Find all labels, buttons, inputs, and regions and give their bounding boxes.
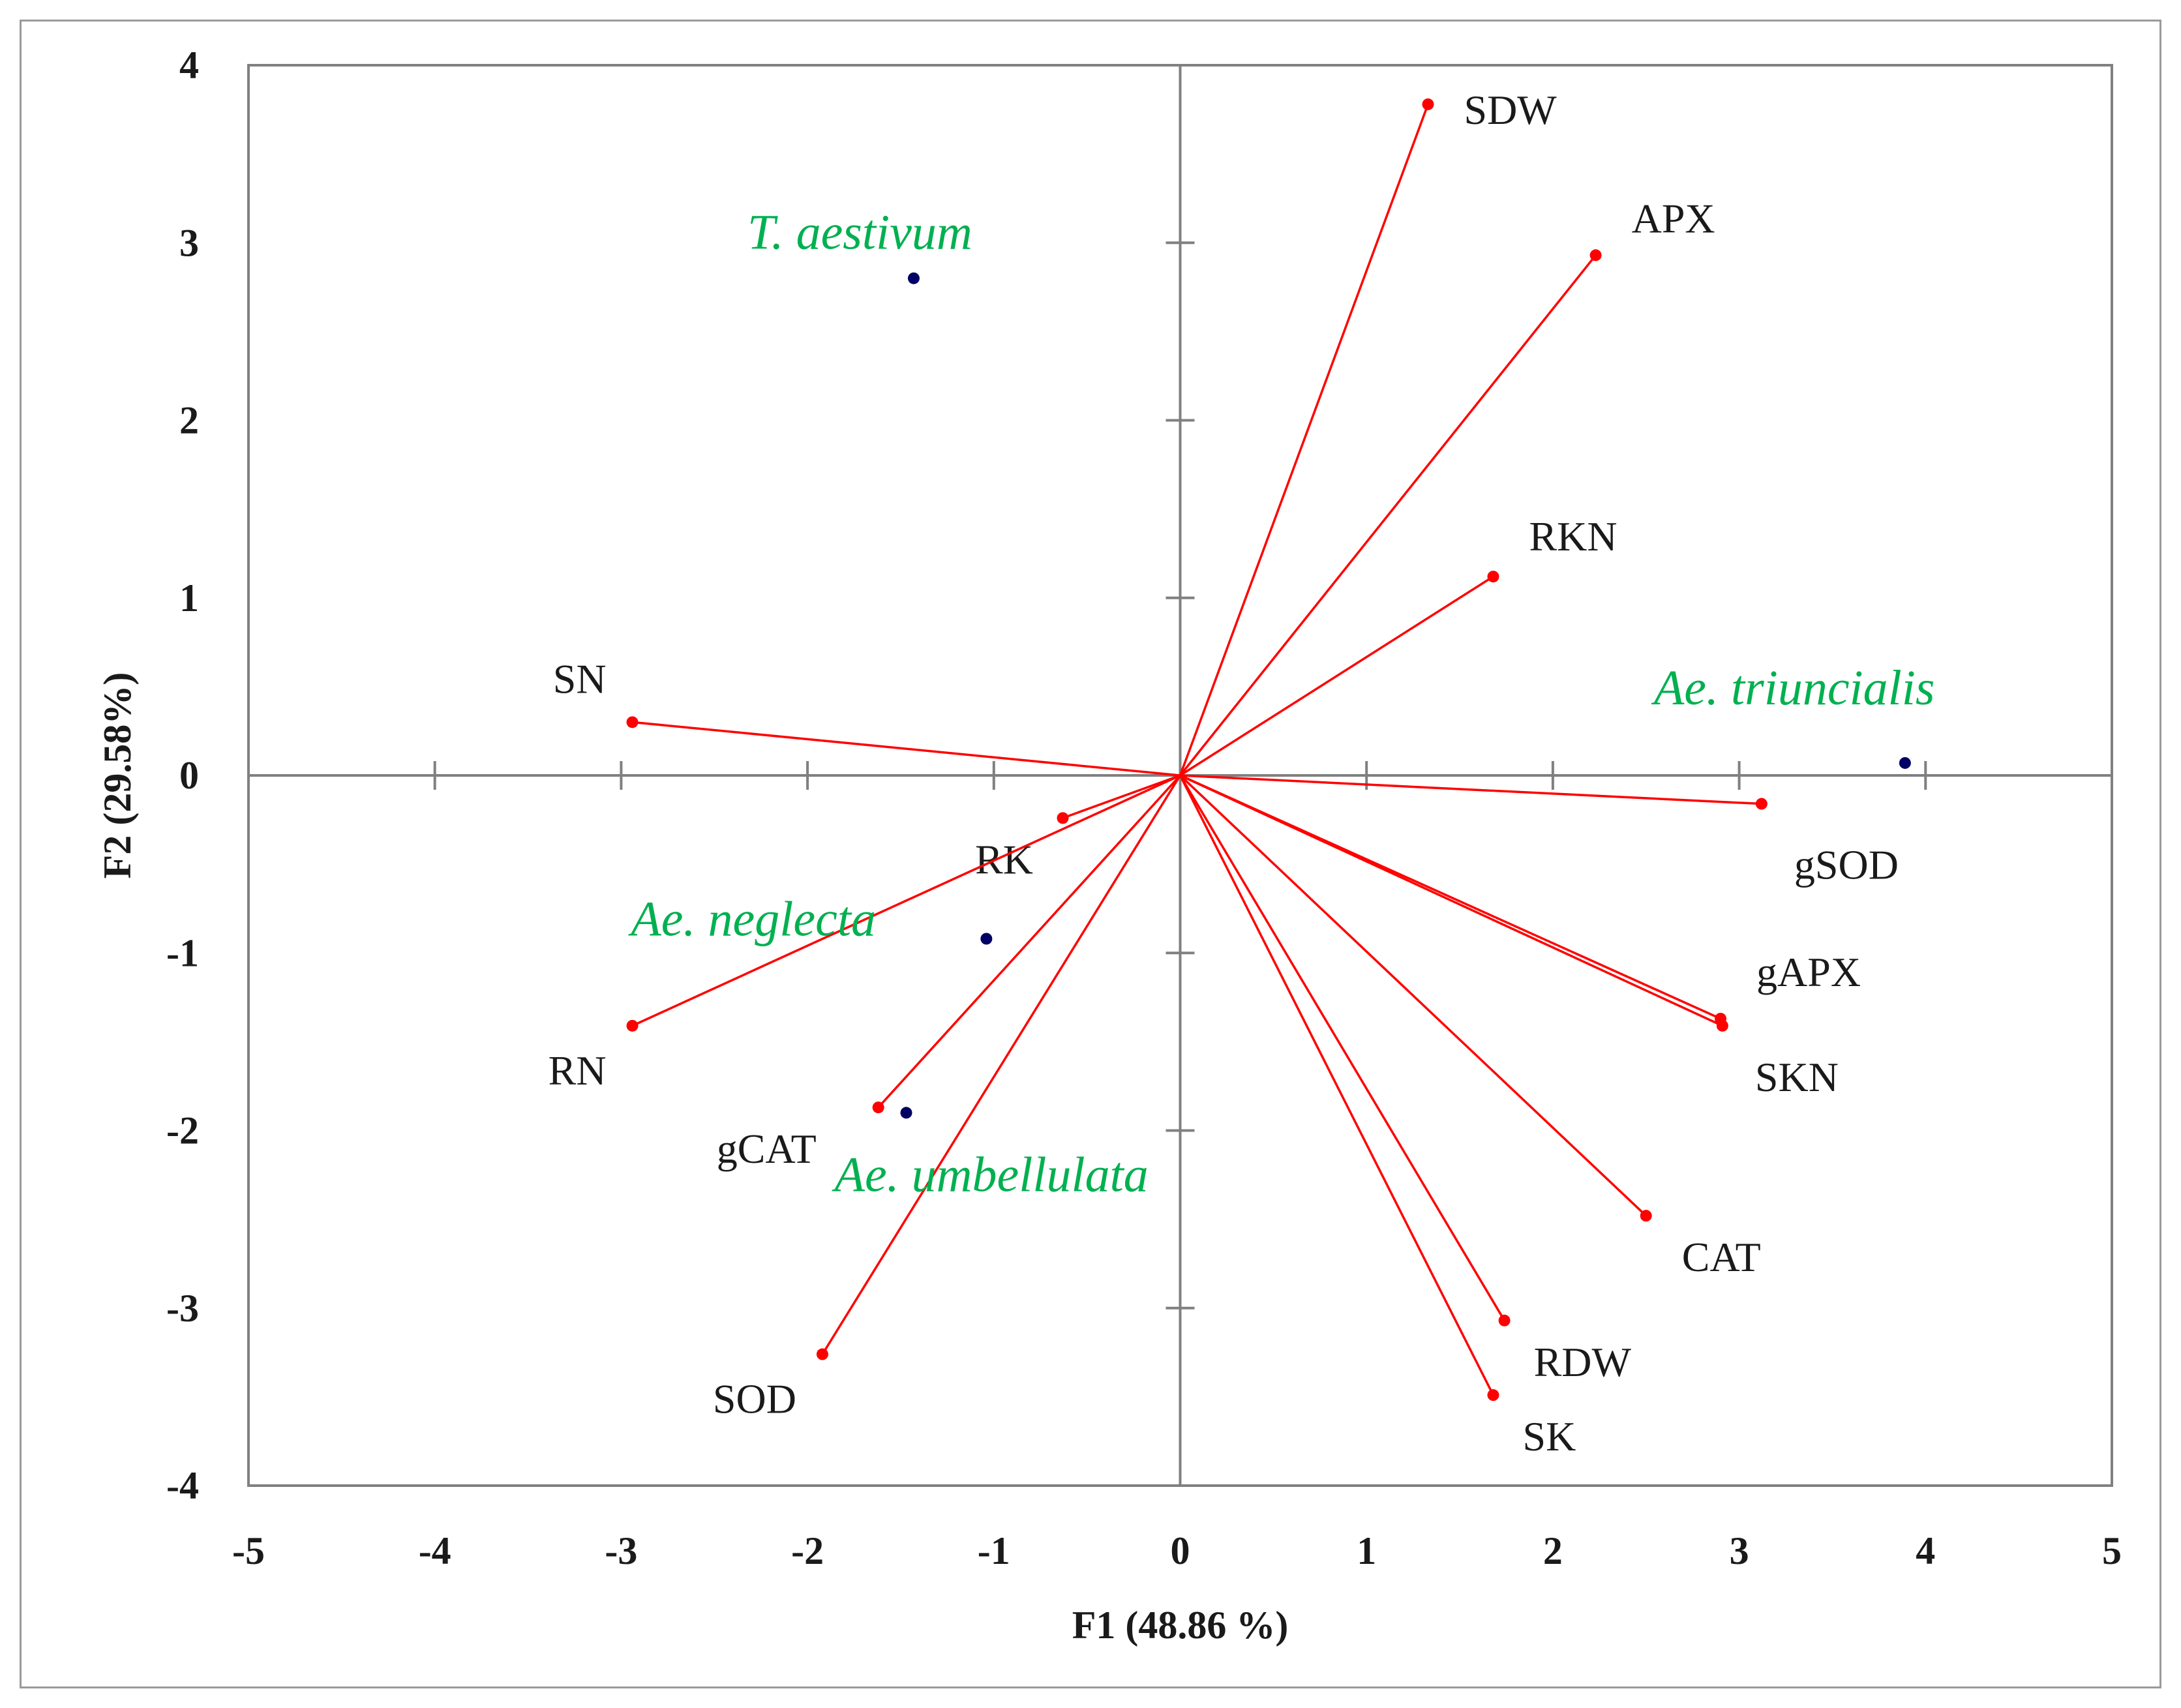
x-tick-label: -3 (605, 1529, 637, 1572)
y-tick-label: -3 (166, 1287, 199, 1330)
figure-frame (20, 20, 2161, 1688)
x-tick-label: 2 (1543, 1529, 1563, 1572)
vector-rkn (1179, 575, 1494, 777)
y-tick-label: 2 (179, 399, 199, 442)
vector-label-skn: SKN (1755, 1054, 1839, 1100)
variable-vectors: SDW APX RKN SN gSOD RK gAPX SKN RN gCAT CAT RDW SK SO… (549, 87, 1899, 1460)
x-tick-label: -2 (791, 1529, 824, 1572)
vector-tip-gsod (1755, 798, 1767, 810)
x-axis-title: F1 (48.86 %) (1072, 1604, 1289, 1647)
vector-apx (1179, 254, 1597, 777)
observation-point-t-aestivum (907, 272, 920, 284)
vector-gsod (1180, 774, 1762, 805)
vector-tip-skn (1716, 1019, 1728, 1032)
vector-tip-rk (1057, 812, 1069, 824)
vector-label-sn: SN (553, 655, 607, 702)
vector-tip-cat (1640, 1210, 1652, 1222)
observation-point-ae-umbellulata (900, 1107, 912, 1119)
vector-label-sod: SOD (713, 1376, 796, 1422)
vector-sk (1179, 775, 1495, 1396)
vector-label-sdw: SDW (1464, 87, 1557, 133)
vector-tip-sk (1487, 1389, 1499, 1401)
y-tick-label: 4 (179, 44, 199, 87)
x-tick-label: 4 (1916, 1529, 1935, 1572)
y-axis-title: F2 (29.58%) (96, 672, 139, 879)
vector-tip-sod (816, 1348, 828, 1360)
vector-tip-sdw (1422, 98, 1434, 110)
x-tick-label: -5 (232, 1529, 265, 1572)
y-tick-label: -2 (166, 1109, 199, 1152)
x-tick-label: -1 (978, 1529, 1010, 1572)
vector-label-cat: CAT (1682, 1234, 1761, 1280)
y-tick-label: 1 (179, 577, 199, 620)
vector-cat (1179, 774, 1647, 1217)
tick-labels: -5 -4 -3 -2 -1 0 1 2 3 4 5 -4 -3 -2 -1 0 1 2 3 4 (166, 44, 2122, 1572)
observation-label-ae-triuncialis: Ae. triuncialis (1651, 661, 1935, 715)
x-tick-label: 5 (2102, 1529, 2122, 1572)
vector-tip-apx (1589, 249, 1602, 262)
observation-label-t-aestivum: T. aestivum (747, 205, 972, 260)
x-tick-label: 1 (1357, 1529, 1376, 1572)
x-tick-label: 3 (1730, 1529, 1749, 1572)
vector-label-gapx: gAPX (1756, 949, 1861, 995)
vector-label-rdw: RDW (1534, 1339, 1632, 1385)
vector-sn (632, 721, 1181, 777)
vector-tip-rkn (1487, 571, 1499, 583)
vector-tip-rn (626, 1019, 639, 1032)
vector-rk (1062, 774, 1181, 819)
x-tick-label: -4 (419, 1529, 451, 1572)
vector-tip-gcat (872, 1101, 884, 1114)
vector-label-sk: SK (1522, 1413, 1576, 1460)
vector-label-rk: RK (975, 836, 1033, 882)
vector-label-apx: APX (1632, 195, 1715, 241)
y-tick-label: 3 (179, 221, 199, 264)
vector-rn (631, 774, 1181, 1027)
observations: T. aestivum Ae. triuncialis Ae. neglecta Ae… (627, 205, 1934, 1203)
vector-label-rn: RN (549, 1047, 607, 1094)
vector-tip-rdw (1498, 1314, 1511, 1326)
y-tick-label: 0 (179, 754, 199, 797)
observation-point-ae-neglecta (980, 933, 993, 945)
vector-label-gcat: gCAT (717, 1126, 817, 1172)
y-tick-label: -1 (166, 931, 199, 974)
observation-point-ae-triuncialis (1899, 757, 1911, 769)
vector-tip-sn (626, 716, 639, 728)
vector-gcat (877, 774, 1181, 1109)
vector-sdw (1179, 104, 1430, 776)
vector-skn (1179, 774, 1723, 1027)
observation-label-ae-neglecta: Ae. neglecta (627, 891, 876, 946)
vector-label-rkn: RKN (1529, 513, 1617, 560)
vector-rdw (1179, 775, 1506, 1321)
vector-sod (821, 775, 1181, 1355)
y-tick-label: -4 (166, 1464, 199, 1507)
observation-label-ae-umbellulata: Ae. umbellulata (832, 1147, 1149, 1202)
x-tick-label: 0 (1171, 1529, 1190, 1572)
vector-label-gsod: gSOD (1794, 842, 1899, 888)
